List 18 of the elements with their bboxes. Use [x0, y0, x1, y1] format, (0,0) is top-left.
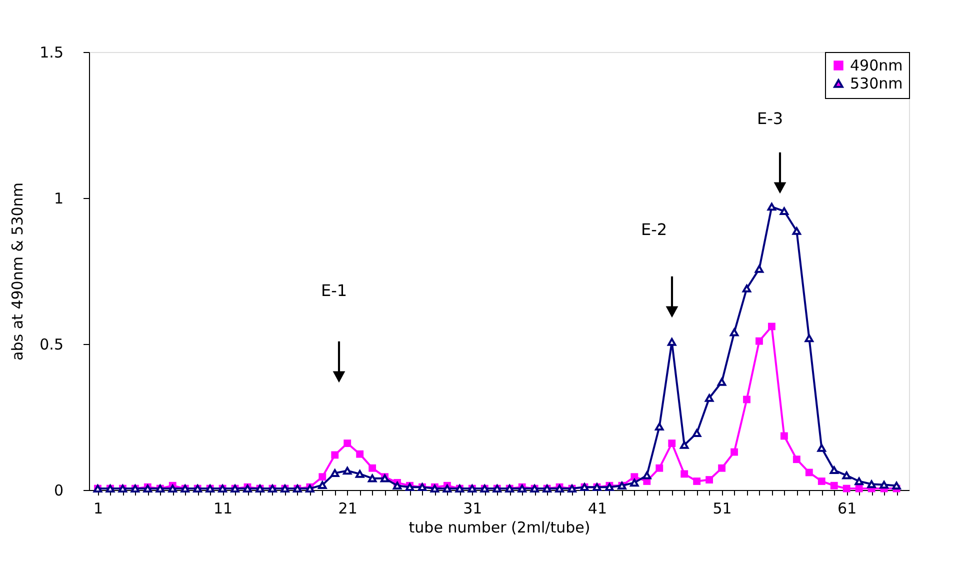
annotation: E-3 [756, 109, 784, 128]
x-tick-label: 1 [93, 500, 104, 518]
x-tick-label: 61 [838, 500, 857, 518]
y-tick-label: 1.5 [40, 44, 64, 62]
x-tick-label: 21 [338, 500, 358, 518]
y-tick-label: 1 [54, 190, 64, 208]
annotation: E-2 [640, 220, 668, 239]
x-tick-label: 51 [712, 500, 732, 518]
x-axis-title: tube number (2ml/tube) [408, 518, 590, 536]
y-tick-label: 0.5 [40, 336, 64, 354]
x-tick-label: 11 [214, 500, 233, 518]
x-tick-label: 41 [588, 500, 608, 518]
x-tick-label: 31 [463, 500, 482, 518]
legend-label: 490nm [850, 56, 903, 74]
annotation: E-1 [320, 281, 348, 300]
legend-label: 530nm [850, 74, 903, 92]
y-axis-title: abs at 490nm & 530nm [8, 182, 27, 360]
y-tick-label: 0 [54, 482, 64, 500]
